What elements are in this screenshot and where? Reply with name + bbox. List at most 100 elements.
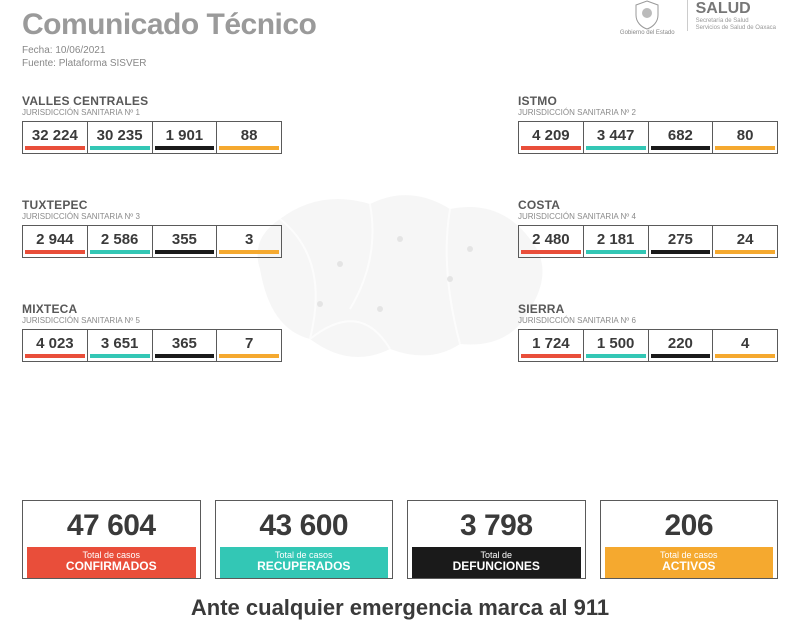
region-subtitle: JURISDICCIÓN SANITARIA Nº 3	[22, 212, 282, 221]
total-label-line2: ACTIVOS	[607, 560, 772, 573]
stat-value: 32 224	[25, 127, 85, 144]
region-subtitle: JURISDICCIÓN SANITARIA Nº 4	[518, 212, 778, 221]
region-name: ISTMO	[518, 94, 778, 108]
stat-value: 1 500	[586, 335, 646, 352]
stat-value: 1 901	[155, 127, 215, 144]
region-block: SIERRAJURISDICCIÓN SANITARIA Nº 61 7241 …	[518, 302, 778, 362]
stat-underline	[586, 250, 646, 254]
stat-cell: 4 209	[519, 122, 583, 153]
stat-underline	[651, 354, 711, 358]
stat-value: 2 944	[25, 231, 85, 248]
total-box: 47 604 Total de casosCONFIRMADOS	[22, 500, 201, 579]
stat-value: 88	[219, 127, 279, 144]
stat-value: 7	[219, 335, 279, 352]
stat-underline	[155, 146, 215, 150]
stat-cell: 2 586	[87, 226, 152, 257]
stat-underline	[219, 250, 279, 254]
stat-cell: 2 944	[23, 226, 87, 257]
stat-value: 30 235	[90, 127, 150, 144]
stat-underline	[651, 146, 711, 150]
region-stats: 4 023 3 6513657	[22, 329, 282, 362]
stat-underline	[219, 354, 279, 358]
region-block: ISTMOJURISDICCIÓN SANITARIA Nº 24 2093 4…	[518, 94, 778, 154]
total-label: Total de casosCONFIRMADOS	[27, 547, 196, 578]
stat-underline	[715, 250, 775, 254]
total-box: 206Total de casosACTIVOS	[600, 500, 779, 579]
region-stats: 2 9442 5863553	[22, 225, 282, 258]
stat-value: 2 181	[586, 231, 646, 248]
stat-cell: 30 235	[87, 122, 152, 153]
stat-underline	[90, 354, 150, 358]
stat-value: 3 447	[586, 127, 646, 144]
total-label: Total de casosRECUPERADOS	[220, 547, 389, 578]
stat-cell: 682	[648, 122, 713, 153]
stat-cell: 88	[216, 122, 281, 153]
total-label-line2: DEFUNCIONES	[414, 560, 579, 573]
regions-grid: VALLES CENTRALESJURISDICCIÓN SANITARIA N…	[22, 94, 778, 362]
stat-underline	[219, 146, 279, 150]
region-name: SIERRA	[518, 302, 778, 316]
stat-cell: 24	[712, 226, 777, 257]
stat-value: 2 480	[521, 231, 581, 248]
stat-underline	[25, 354, 85, 358]
stat-value: 80	[715, 127, 775, 144]
stat-value: 4 023	[25, 335, 85, 352]
region-stats: 1 724 1 5002204	[518, 329, 778, 362]
stat-value: 1 724	[521, 335, 581, 352]
logo-area: Gobierno del Estado SALUD Secretaría de …	[620, 0, 776, 36]
content-area: VALLES CENTRALESJURISDICCIÓN SANITARIA N…	[0, 82, 800, 482]
stat-underline	[25, 250, 85, 254]
stat-cell: 2 480	[519, 226, 583, 257]
stat-underline	[651, 250, 711, 254]
stat-value: 3	[219, 231, 279, 248]
region-block: VALLES CENTRALESJURISDICCIÓN SANITARIA N…	[22, 94, 282, 154]
total-value: 47 604	[27, 509, 196, 543]
stat-cell: 1 724	[519, 330, 583, 361]
stat-value: 3 651	[90, 335, 150, 352]
totals-row: 47 604 Total de casosCONFIRMADOS 43 600 Tot…	[0, 482, 800, 579]
region-subtitle: JURISDICCIÓN SANITARIA Nº 1	[22, 108, 282, 117]
stat-value: 4 209	[521, 127, 581, 144]
total-label: Total de casosACTIVOS	[605, 547, 774, 578]
stat-underline	[155, 250, 215, 254]
stat-underline	[586, 354, 646, 358]
stat-underline	[586, 146, 646, 150]
stat-underline	[90, 146, 150, 150]
salud-sub2: Servicios de Salud de Oaxaca	[696, 25, 776, 32]
stat-underline	[25, 146, 85, 150]
total-value: 43 600	[220, 509, 389, 543]
total-value: 3 798	[412, 509, 581, 543]
stat-value: 275	[651, 231, 711, 248]
header: Comunicado Técnico Fecha: 10/06/2021 Fue…	[0, 0, 800, 78]
total-box: 3 798Total deDEFUNCIONES	[407, 500, 586, 579]
stat-value: 682	[651, 127, 711, 144]
stat-underline	[521, 354, 581, 358]
region-name: MIXTECA	[22, 302, 282, 316]
date-label: Fecha:	[22, 45, 53, 56]
stat-cell: 1 901	[152, 122, 217, 153]
state-logo: Gobierno del Estado	[620, 0, 675, 36]
footer-text: Ante cualquier emergencia marca al 911	[0, 595, 800, 621]
salud-logo: SALUD Secretaría de Salud Servicios de S…	[687, 0, 776, 31]
stat-cell: 365	[152, 330, 217, 361]
salud-title: SALUD	[696, 0, 751, 18]
region-name: TUXTEPEC	[22, 198, 282, 212]
stat-cell: 355	[152, 226, 217, 257]
total-box: 43 600 Total de casosRECUPERADOS	[215, 500, 394, 579]
stat-underline	[155, 354, 215, 358]
stat-cell: 4 023	[23, 330, 87, 361]
stat-cell: 220	[648, 330, 713, 361]
salud-sub1: Secretaría de Salud	[696, 18, 749, 25]
stat-cell: 1 500	[583, 330, 648, 361]
region-subtitle: JURISDICCIÓN SANITARIA Nº 6	[518, 316, 778, 325]
stat-cell: 275	[648, 226, 713, 257]
source-label: Fuente:	[22, 58, 56, 69]
region-block: MIXTECAJURISDICCIÓN SANITARIA Nº 54 0233…	[22, 302, 282, 362]
stat-cell: 3	[216, 226, 281, 257]
total-label-line2: CONFIRMADOS	[29, 560, 194, 573]
stat-underline	[715, 354, 775, 358]
stat-value: 4	[715, 335, 775, 352]
stat-cell: 4	[712, 330, 777, 361]
region-name: COSTA	[518, 198, 778, 212]
stat-cell: 3 651	[87, 330, 152, 361]
